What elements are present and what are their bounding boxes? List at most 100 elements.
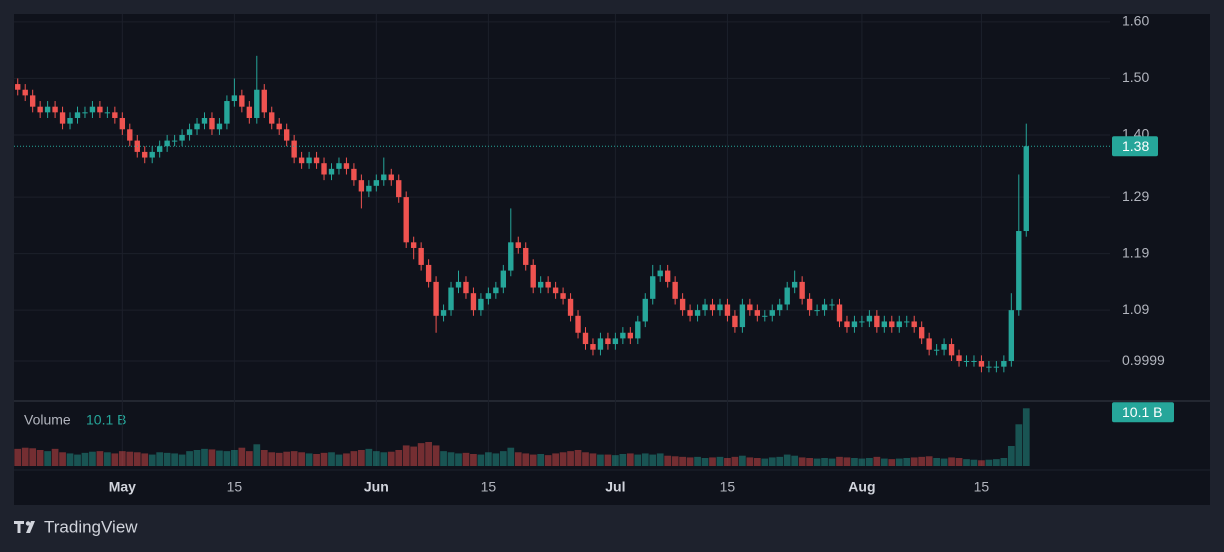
volume-bar xyxy=(1022,408,1030,466)
volume-bar xyxy=(163,452,171,466)
candle-body xyxy=(298,157,305,164)
candle-body xyxy=(22,89,28,96)
y-tick-label: 1.50 xyxy=(1122,69,1149,85)
volume-bar xyxy=(716,456,724,466)
candle-body xyxy=(239,95,245,107)
volume-bar xyxy=(985,459,993,466)
volume-bar xyxy=(597,454,604,466)
last-volume-badge xyxy=(1112,402,1174,423)
volume-bar xyxy=(1015,424,1023,466)
volume-bar xyxy=(619,454,627,466)
candle-body xyxy=(366,185,372,192)
candle-body xyxy=(478,298,484,311)
volume-bar xyxy=(372,451,380,466)
volume-bar xyxy=(485,452,492,466)
candle-body xyxy=(664,270,671,282)
candle-body xyxy=(590,344,596,350)
volume-bar xyxy=(380,452,388,466)
volume-bar xyxy=(290,451,298,466)
chart-pane xyxy=(14,14,1210,505)
candle-body xyxy=(156,146,163,152)
candle-body xyxy=(821,304,828,311)
x-tick-label: Jul xyxy=(605,479,625,495)
volume-bar xyxy=(141,453,149,466)
candle-body xyxy=(754,310,761,316)
volume-bar xyxy=(417,443,425,466)
candle-body xyxy=(881,321,888,328)
volume-bar xyxy=(963,459,970,466)
candle-body xyxy=(104,112,111,114)
candle-body xyxy=(164,140,170,147)
volume-bar xyxy=(1000,458,1008,466)
candle-body xyxy=(941,344,947,350)
candle-body xyxy=(82,112,88,114)
volume-bar xyxy=(208,449,216,466)
candle-body xyxy=(702,304,708,311)
candle-body xyxy=(186,129,193,135)
volume-bar xyxy=(462,452,470,466)
volume-bars xyxy=(14,408,1030,466)
candle-body xyxy=(739,304,746,328)
candle-body xyxy=(523,247,529,265)
candle-body xyxy=(37,106,43,113)
candle-body xyxy=(500,270,507,288)
candle-body xyxy=(799,281,805,299)
candle-body xyxy=(784,287,790,305)
candle-body xyxy=(52,106,58,113)
x-tick-label: Aug xyxy=(848,479,875,495)
candle-body xyxy=(171,140,178,142)
volume-bar xyxy=(514,452,522,466)
candle-body xyxy=(1001,361,1007,367)
candle-body xyxy=(986,366,992,368)
candle-body xyxy=(261,89,267,113)
volume-bar xyxy=(96,451,104,466)
volume-bar xyxy=(74,454,81,466)
volume-bar xyxy=(89,451,96,466)
candle-body xyxy=(463,281,469,294)
candle-body xyxy=(1008,310,1015,362)
candle-body xyxy=(806,298,813,311)
candle-body xyxy=(933,349,940,351)
candle-body xyxy=(694,310,701,316)
candle-body xyxy=(769,310,775,316)
last-volume-label: 10.1 B xyxy=(1122,404,1162,420)
x-tick-label: 15 xyxy=(974,479,990,495)
candle-body xyxy=(15,84,21,90)
candle-body xyxy=(537,281,544,288)
volume-bar xyxy=(761,458,769,466)
volume-bar xyxy=(604,454,612,466)
volume-bar xyxy=(634,454,642,466)
candle-body xyxy=(747,304,753,311)
candle-body xyxy=(844,321,850,328)
volume-bar xyxy=(328,452,335,466)
volume-bar xyxy=(231,450,238,466)
candle-body xyxy=(552,287,559,294)
volume-bar xyxy=(791,455,799,466)
volume-bar xyxy=(432,445,440,466)
volume-bar xyxy=(970,459,978,466)
candle-body xyxy=(814,310,820,312)
volume-bar xyxy=(724,458,731,466)
candle-body xyxy=(179,134,185,141)
volume-bar xyxy=(679,456,686,466)
candle-body xyxy=(567,298,574,316)
volume-bar xyxy=(888,459,896,466)
volume-bar xyxy=(455,453,462,466)
x-tick-label: 15 xyxy=(227,479,243,495)
volume-bar xyxy=(649,454,657,466)
candle-body xyxy=(351,168,357,181)
candle-body xyxy=(89,106,96,113)
volume-bar xyxy=(544,455,552,466)
brand-logo xyxy=(14,521,35,533)
candle-body xyxy=(358,180,365,192)
candle-body xyxy=(127,129,133,141)
volume-bar xyxy=(126,451,134,466)
volume-bar xyxy=(813,458,821,466)
volume-bar xyxy=(275,452,283,466)
candle-body xyxy=(313,157,320,164)
volume-bar xyxy=(1007,446,1015,466)
volume-bar xyxy=(440,451,447,466)
candle-body xyxy=(231,95,238,102)
volume-legend-value: 10.1 B xyxy=(86,412,126,428)
candle-body xyxy=(620,332,626,339)
